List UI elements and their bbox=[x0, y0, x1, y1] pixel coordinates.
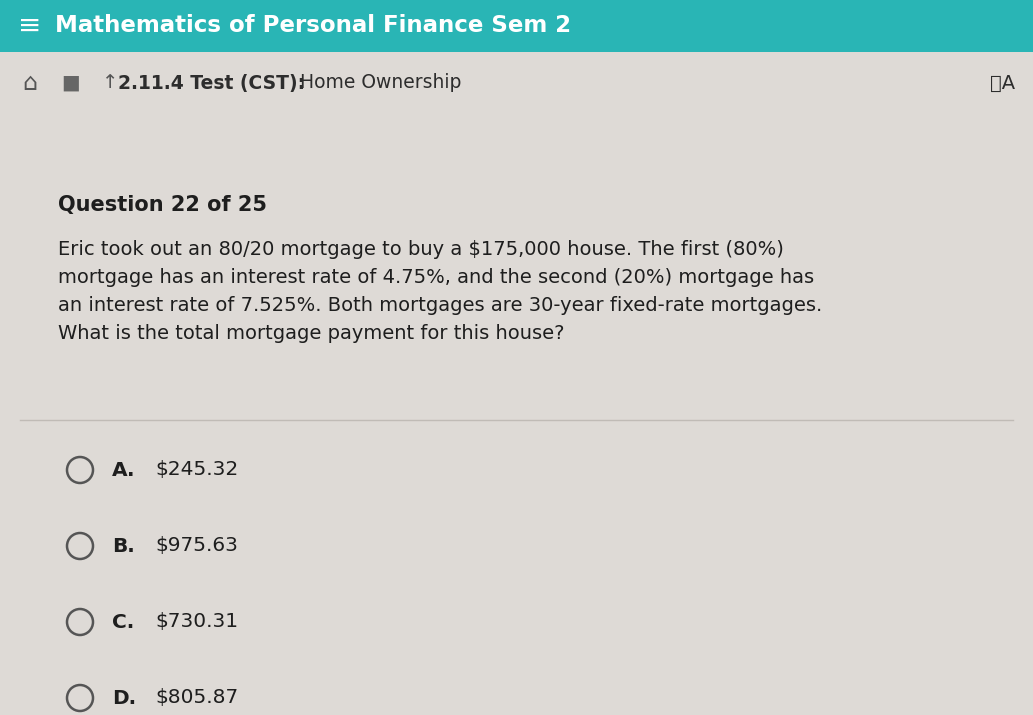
Text: Home Ownership: Home Ownership bbox=[288, 74, 462, 92]
Text: ↑: ↑ bbox=[102, 74, 119, 92]
Text: ≡: ≡ bbox=[18, 12, 41, 40]
Text: ⌂: ⌂ bbox=[22, 71, 37, 95]
Text: 文A: 文A bbox=[990, 74, 1015, 92]
Text: 2.11.4 Test (CST):: 2.11.4 Test (CST): bbox=[118, 74, 305, 92]
Text: A.: A. bbox=[112, 460, 135, 480]
Text: ▪: ▪ bbox=[60, 69, 81, 97]
Text: $975.63: $975.63 bbox=[155, 536, 238, 556]
Text: an interest rate of 7.525%. Both mortgages are 30-year fixed-rate mortgages.: an interest rate of 7.525%. Both mortgag… bbox=[58, 296, 822, 315]
Text: Mathematics of Personal Finance Sem 2: Mathematics of Personal Finance Sem 2 bbox=[55, 14, 571, 37]
Text: $805.87: $805.87 bbox=[155, 689, 239, 708]
Text: What is the total mortgage payment for this house?: What is the total mortgage payment for t… bbox=[58, 324, 564, 343]
Bar bbox=[0, 52, 1033, 114]
Text: Question 22 of 25: Question 22 of 25 bbox=[58, 195, 267, 215]
Text: D.: D. bbox=[112, 689, 136, 708]
Bar bbox=[0, 0, 1033, 52]
Text: C.: C. bbox=[112, 613, 134, 631]
Text: $245.32: $245.32 bbox=[155, 460, 239, 480]
Text: Eric took out an 80/20 mortgage to buy a $175,000 house. The first (80%): Eric took out an 80/20 mortgage to buy a… bbox=[58, 240, 784, 259]
Text: mortgage has an interest rate of 4.75%, and the second (20%) mortgage has: mortgage has an interest rate of 4.75%, … bbox=[58, 268, 814, 287]
Text: B.: B. bbox=[112, 536, 134, 556]
Text: $730.31: $730.31 bbox=[155, 613, 239, 631]
